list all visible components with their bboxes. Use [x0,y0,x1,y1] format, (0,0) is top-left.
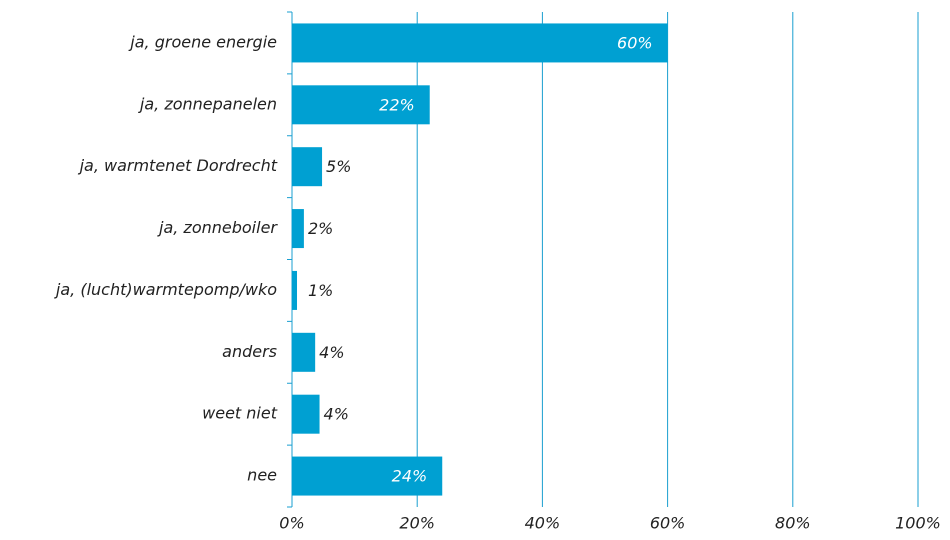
y-tick-label: ja, groene energie [128,32,277,51]
data-label: 4% [319,343,344,362]
bar [292,209,304,249]
y-tick-label: anders [222,342,277,361]
data-label: 4% [324,405,349,424]
x-tick-label: 0% [279,514,304,533]
bar [292,85,430,125]
data-label: 22% [379,95,415,114]
y-tick-label: weet niet [202,404,278,423]
x-tick-label: 60% [650,514,686,533]
bar [292,147,323,187]
x-tick-label: 100% [895,514,941,533]
x-tick-label: 40% [525,514,561,533]
x-tick-label: 20% [399,514,435,533]
bar [292,270,298,310]
bar [292,23,668,63]
data-label: 2% [308,219,333,238]
y-tick-label: ja, zonnepanelen [138,94,277,113]
y-tick-label: ja, zonneboiler [157,218,278,237]
data-label: 60% [617,33,653,52]
y-tick-label: ja, warmtenet Dordrecht [78,156,278,175]
y-tick-label: nee [247,466,277,485]
data-label: 5% [326,157,351,176]
data-label: 24% [392,467,428,486]
x-tick-label: 80% [775,514,811,533]
bar [292,394,320,434]
bar [292,456,443,496]
y-tick-label: ja, (lucht)warmtepomp/wko [54,280,277,299]
bar [292,332,316,372]
data-label: 1% [308,281,333,300]
